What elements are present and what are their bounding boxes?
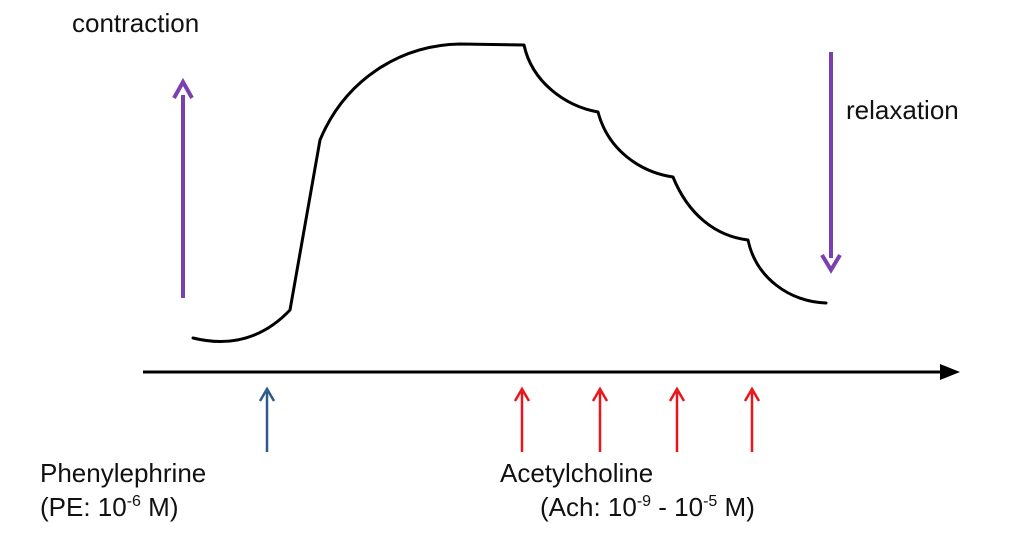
acetylcholine-concentration: (Ach: 10-9 - 10-5 M) [540,492,755,522]
ach-addition-arrow [743,386,761,452]
time-axis [143,364,960,380]
tension-trace [191,42,828,343]
ach-conc-unit: M) [717,492,755,522]
relaxation-arrow [820,52,842,274]
ach-addition-arrow [591,386,609,452]
contraction-arrow [172,77,194,298]
phenylephrine-concentration: (PE: 10-6 M) [40,492,179,522]
ach-addition-arrow [513,386,531,452]
acetylcholine-label: Acetylcholine [500,458,654,488]
relaxation-label: relaxation [846,95,959,125]
pe-conc-prefix: (PE: 10 [40,492,127,522]
pe-addition-arrow [258,386,276,452]
ach-exponent-low: -9 [636,493,652,510]
ach-exponent-high: -5 [703,493,718,510]
ach-conc-prefix: (Ach: 10 [540,492,637,522]
phenylephrine-label: Phenylephrine [40,458,207,488]
ach-range-separator: - 10 [651,492,704,522]
ach-addition-arrow [668,386,686,452]
axis-arrowhead [940,364,960,380]
pe-conc-unit: M) [140,492,179,522]
pe-exponent: -6 [126,493,141,510]
contraction-label: contraction [72,8,200,38]
